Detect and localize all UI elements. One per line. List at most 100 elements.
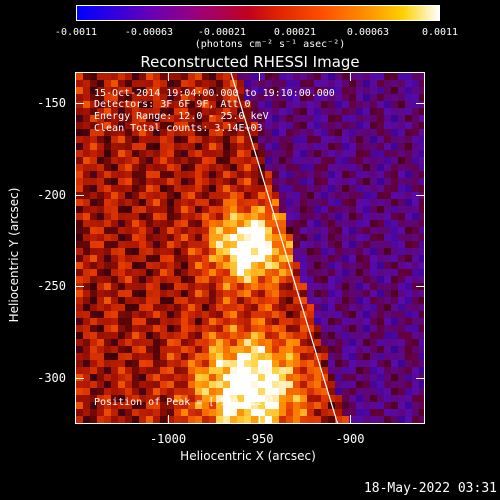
heatmap-cell [251,395,258,402]
heatmap-cell [76,164,83,171]
y-tick-mark [416,378,424,379]
heatmap-cell [160,248,167,255]
heatmap-cell [300,423,307,424]
heatmap-cell [90,80,97,87]
heatmap-cell [118,220,125,227]
heatmap-cell [328,339,335,346]
heatmap-cell [174,402,181,409]
heatmap-cell [349,80,356,87]
heatmap-cell [286,416,293,423]
heatmap-cell [356,206,363,213]
heatmap-cell [349,381,356,388]
heatmap-cell [286,255,293,262]
heatmap-cell [391,150,398,157]
heatmap-cell [181,122,188,129]
heatmap-cell [188,353,195,360]
heatmap-cell [300,311,307,318]
heatmap-cell [118,143,125,150]
heatmap-cell [265,171,272,178]
heatmap-cell [244,276,251,283]
heatmap-cell [202,423,209,424]
heatmap-cell [104,108,111,115]
heatmap-cell [90,94,97,101]
heatmap-cell [90,206,97,213]
heatmap-cell [370,409,377,416]
heatmap-cell [265,395,272,402]
heatmap-cell [153,115,160,122]
heatmap-cell [272,395,279,402]
heatmap-cell [223,241,230,248]
heatmap-cell [195,290,202,297]
heatmap-cell [405,409,412,416]
heatmap-cell [230,416,237,423]
heatmap-cell [139,353,146,360]
heatmap-cell [272,374,279,381]
heatmap-cell [321,248,328,255]
heatmap-cell [167,262,174,269]
heatmap-cell [300,178,307,185]
heatmap-cell [223,416,230,423]
heatmap-cell [356,269,363,276]
heatmap-cell [258,269,265,276]
heatmap-cell [286,241,293,248]
heatmap-cell [153,381,160,388]
heatmap-cell [251,402,258,409]
heatmap-cell [335,262,342,269]
heatmap-cell [307,94,314,101]
heatmap-cell [111,241,118,248]
heatmap-cell [265,374,272,381]
heatmap-cell [104,423,111,424]
heatmap-cell [188,213,195,220]
heatmap-cell [286,143,293,150]
heatmap-cell [76,423,83,424]
heatmap-cell [174,283,181,290]
heatmap-cell [174,409,181,416]
heatmap-cell [321,276,328,283]
heatmap-cell [104,402,111,409]
heatmap-cell [174,108,181,115]
heatmap-cell [321,297,328,304]
heatmap-cell [181,129,188,136]
heatmap-cell [167,290,174,297]
heatmap-cell [104,360,111,367]
heatmap-cell [237,332,244,339]
heatmap-cell [237,360,244,367]
heatmap-cell [356,220,363,227]
heatmap-cell [153,199,160,206]
heatmap-cell [405,157,412,164]
heatmap-cell [139,269,146,276]
heatmap-cell [90,297,97,304]
heatmap-cell [76,129,83,136]
heatmap-cell [286,339,293,346]
heatmap-cell [76,241,83,248]
heatmap-cell [279,192,286,199]
heatmap-cell [83,171,90,178]
heatmap-cell [160,381,167,388]
heatmap-cell [405,115,412,122]
heatmap-cell [83,360,90,367]
heatmap-cell [363,94,370,101]
heatmap-cell [398,325,405,332]
heatmap-cell [398,87,405,94]
heatmap-cell [146,367,153,374]
heatmap-cell [314,311,321,318]
heatmap-cell [188,122,195,129]
heatmap-cell [160,122,167,129]
heatmap-cell [286,108,293,115]
heatmap-cell [300,402,307,409]
heatmap-cell [265,269,272,276]
heatmap-cell [342,234,349,241]
heatmap-cell [412,150,419,157]
heatmap-cell [391,360,398,367]
heatmap-cell [342,409,349,416]
heatmap-cell [209,122,216,129]
heatmap-cell [370,290,377,297]
heatmap-cell [195,108,202,115]
heatmap-cell [83,192,90,199]
y-tick-label: -250 [37,279,66,293]
heatmap-cell [118,206,125,213]
heatmap-cell [356,73,363,80]
heatmap-cell [153,129,160,136]
heatmap-cell [321,213,328,220]
heatmap-cell [419,213,424,220]
